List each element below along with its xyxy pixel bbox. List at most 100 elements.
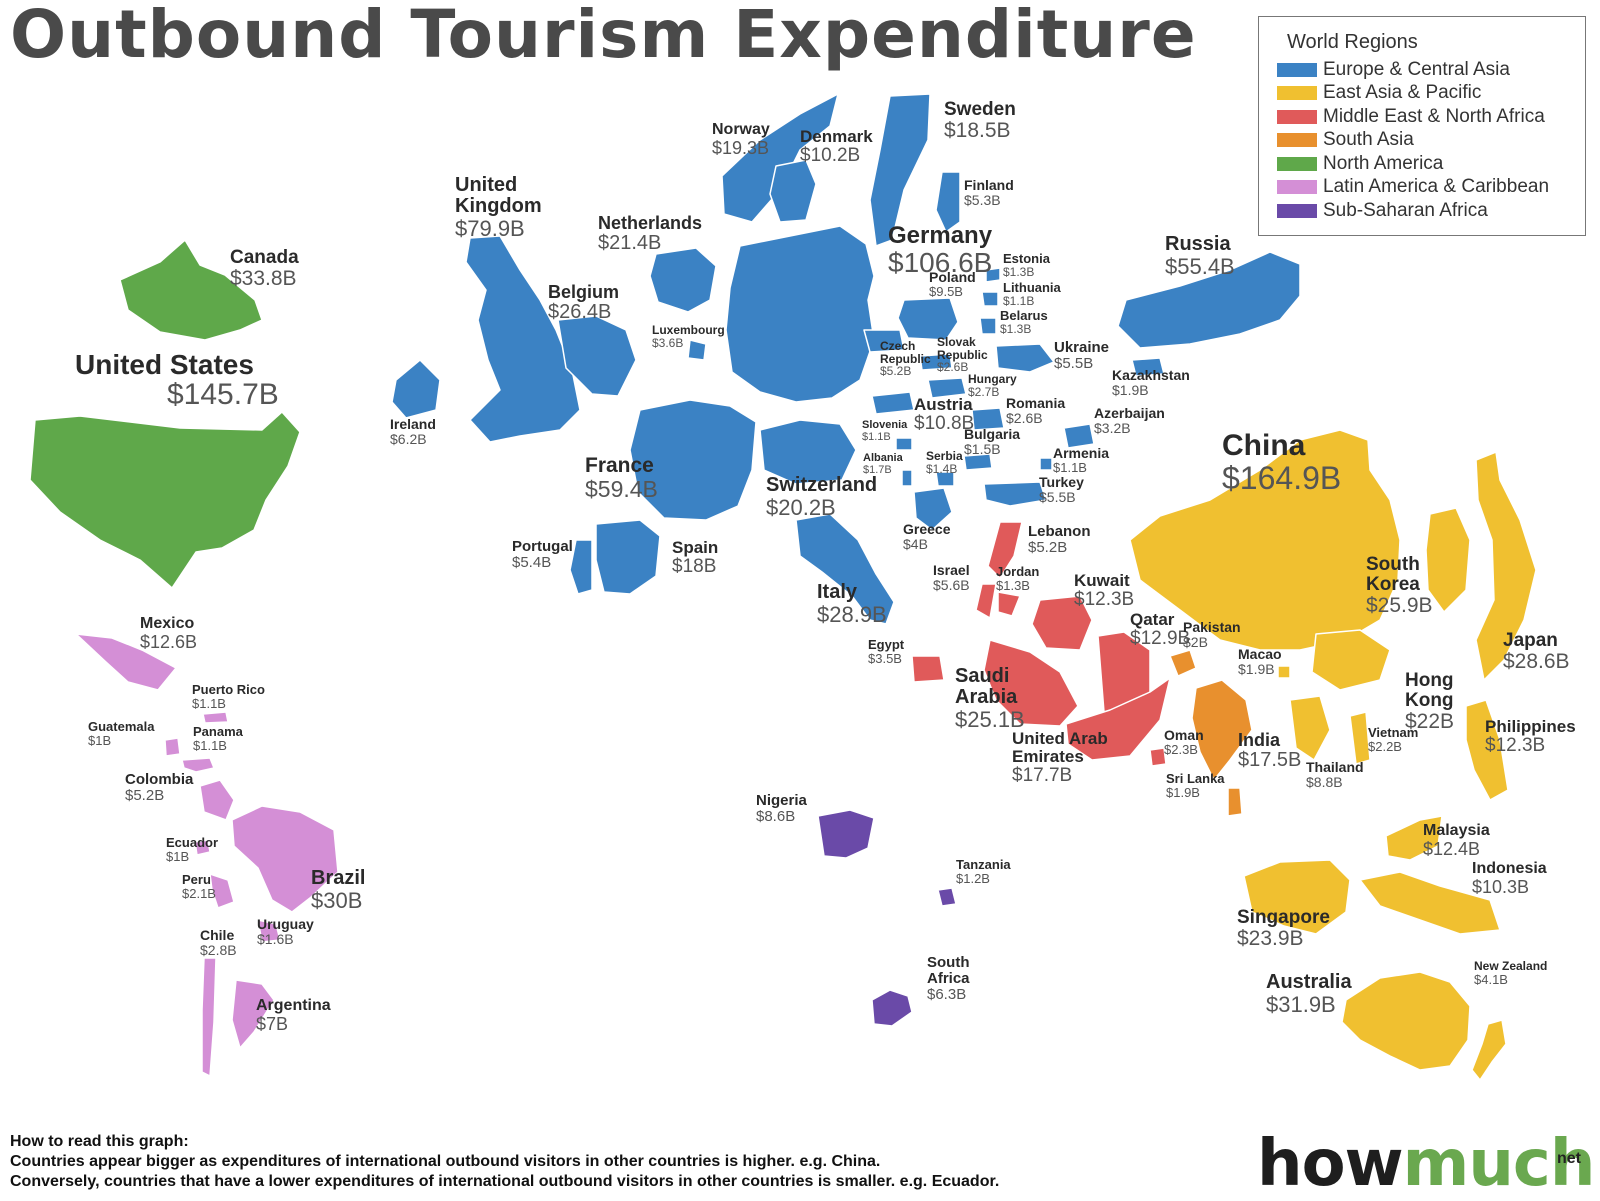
country-label-puerto-rico: Puerto Rico $1.1B <box>192 683 265 710</box>
country-value: $25.9B <box>1366 593 1433 617</box>
legend-label: East Asia & Pacific <box>1323 82 1482 104</box>
country-value: $1.9B <box>1238 660 1275 677</box>
country-name: Guatemala <box>88 719 155 734</box>
country-name: South Korea <box>1366 554 1420 595</box>
country-shape-poland <box>897 297 959 341</box>
country-label-estonia: Estonia $1.3B <box>1003 252 1050 278</box>
country-shape-ukraine <box>995 343 1055 373</box>
country-value: $18.5B <box>944 118 1011 142</box>
country-shape-south-africa <box>871 989 913 1027</box>
country-value: $1.1B <box>1053 459 1087 475</box>
country-name: Slovenia <box>862 419 908 431</box>
country-shape-czech-republic <box>863 329 905 353</box>
country-value: $1.5B <box>964 440 1001 457</box>
country-shape-chile <box>201 957 217 1077</box>
country-name: Panama <box>193 724 243 739</box>
country-label-israel: Israel $5.6B <box>933 563 970 592</box>
region-legend: World Regions Europe & Central Asia East … <box>1258 16 1586 236</box>
legend-swatch <box>1277 180 1317 195</box>
country-shape-lebanon <box>987 521 1023 579</box>
legend-label: Latin America & Caribbean <box>1323 176 1550 198</box>
country-label-thailand: Thailand $8.8B <box>1306 760 1364 789</box>
country-value: $31.9B <box>1266 992 1336 1017</box>
country-value: $5.2B <box>880 364 912 379</box>
country-value: $30B <box>311 888 363 913</box>
country-label-oman: Oman $2.3B <box>1164 728 1204 756</box>
country-label-bulgaria: Bulgaria $1.5B <box>964 427 1020 456</box>
country-name: Greece <box>903 521 951 537</box>
country-name: Denmark <box>800 127 873 146</box>
country-shape-vietnam <box>1349 711 1371 765</box>
country-name: Canada <box>230 247 299 268</box>
country-value: $7B <box>256 1013 289 1034</box>
country-shape-sri-lanka <box>1227 787 1243 817</box>
country-shape-peru <box>209 873 235 909</box>
country-name: United States <box>75 349 254 380</box>
country-value: $2.6B <box>937 360 969 375</box>
country-shape-switzerland <box>759 419 857 485</box>
country-value: $4.1B <box>1474 971 1508 987</box>
country-value: $1.1B <box>862 430 891 443</box>
country-shape-united-states <box>29 411 301 589</box>
country-shape-slovenia <box>895 437 913 451</box>
country-shape-singapore <box>1243 859 1351 935</box>
country-value: $1.1B <box>193 737 227 753</box>
country-label-ecuador: Ecuador $1B <box>166 836 218 863</box>
country-name: Turkey <box>1039 474 1084 490</box>
country-label-albania: Albania $1.7B <box>863 452 903 476</box>
country-name: Bulgaria <box>964 426 1021 442</box>
country-value: $1B <box>88 732 112 748</box>
country-label-switzerland: Switzerland $20.2B <box>766 474 878 520</box>
logo-part-much: much <box>1402 1127 1596 1201</box>
country-shape-lithuania <box>981 291 999 307</box>
country-label-ireland: Ireland $6.2B <box>390 417 436 446</box>
country-label-lebanon: Lebanon $5.2B <box>1028 524 1091 556</box>
country-name: Switzerland <box>766 474 878 496</box>
country-name: South Africa <box>927 954 970 987</box>
country-shape-egypt <box>911 655 945 683</box>
country-label-romania: Romania $2.6B <box>1006 396 1065 425</box>
country-label-panama: Panama $1.1B <box>193 725 243 752</box>
country-name: Singapore <box>1237 907 1330 928</box>
country-value: $18B <box>672 555 717 577</box>
country-value: $9.5B <box>929 283 963 299</box>
country-value: $5.2B <box>1028 538 1068 556</box>
logo-suffix: net <box>1557 1150 1581 1167</box>
country-shape-united-arab-emirates <box>1065 677 1171 761</box>
country-label-united-states: United States $145.7B <box>75 350 279 411</box>
legend-item-mena: Middle East & North Africa <box>1277 105 1567 129</box>
country-value: $12.9B <box>1130 627 1191 649</box>
country-value: $20.2B <box>766 495 836 520</box>
country-name: Thailand <box>1306 759 1364 775</box>
country-label-guatemala: Guatemala $1B <box>88 720 154 747</box>
country-label-lithuania: Lithuania $1.1B <box>1003 281 1061 307</box>
country-name: Austria <box>914 395 973 414</box>
country-shape-belarus <box>979 317 997 335</box>
legend-swatch <box>1277 133 1317 148</box>
country-label-mexico: Mexico $12.6B <box>140 615 197 652</box>
legend-swatch <box>1277 203 1317 218</box>
country-shape-romania <box>971 407 1005 431</box>
country-shape-thailand <box>1289 695 1331 761</box>
country-name: Hungary <box>968 372 1017 386</box>
how-to-read-heading: How to read this graph: <box>10 1133 189 1150</box>
country-shape-israel <box>975 583 997 619</box>
country-value: $145.7B <box>167 378 279 412</box>
country-value: $1.3B <box>996 577 1030 593</box>
country-value: $6.2B <box>390 430 427 447</box>
country-value: $12.3B <box>1074 588 1135 610</box>
legend-item-latam: Latin America & Caribbean <box>1277 176 1567 200</box>
country-label-spain: Spain $18B <box>672 539 718 577</box>
country-name: India <box>1238 730 1281 750</box>
country-label-portugal: Portugal $5.4B <box>512 539 573 571</box>
country-name: Oman <box>1164 727 1204 743</box>
country-name: Lithuania <box>1003 280 1061 295</box>
country-value: $6.3B <box>927 985 967 1003</box>
country-label-new-zealand: New Zealand $4.1B <box>1474 960 1547 986</box>
country-value: $10.3B <box>1472 876 1530 897</box>
country-name: Vietnam <box>1368 725 1419 740</box>
country-name: Brazil <box>311 867 366 889</box>
country-label-austria: Austria $10.8B <box>914 396 974 434</box>
country-shape-south-korea <box>1425 507 1471 613</box>
country-label-belgium: Belgium $26.4B <box>548 283 619 323</box>
